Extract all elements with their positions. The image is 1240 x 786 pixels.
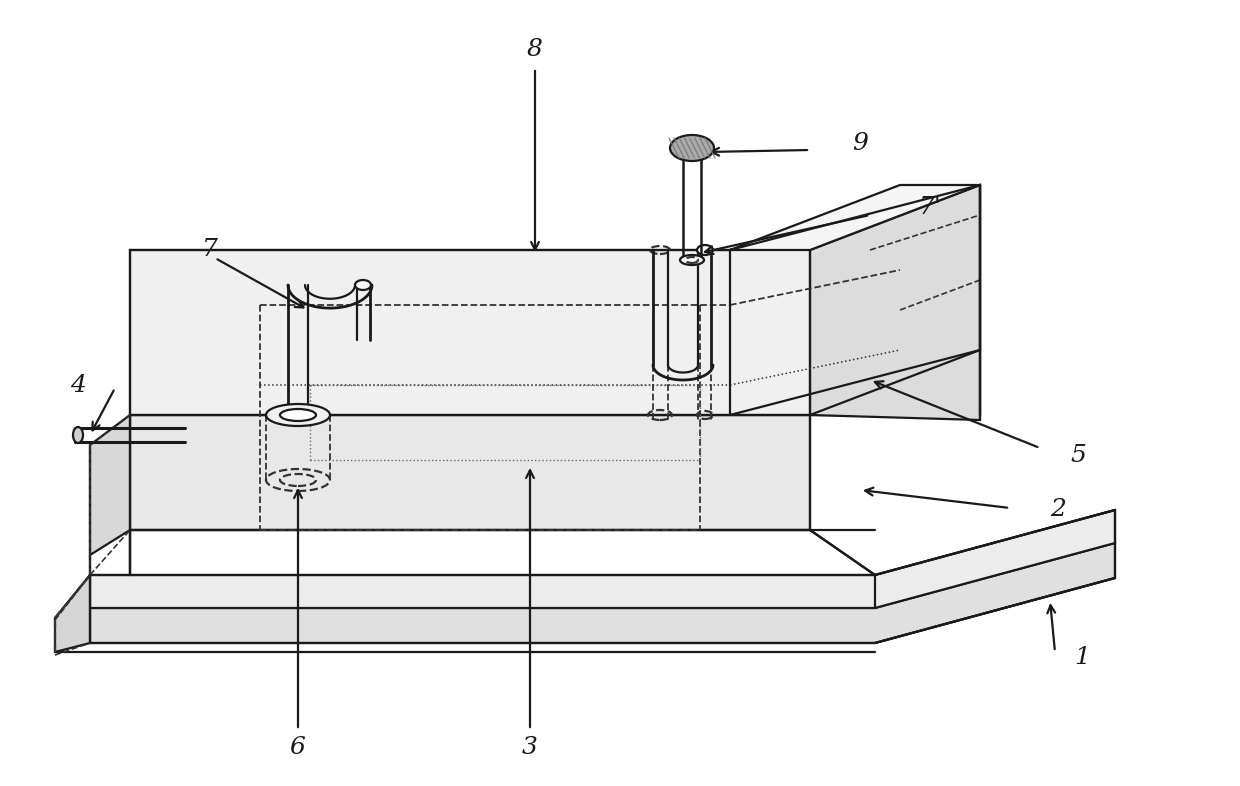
Text: 1: 1 [1074, 647, 1090, 670]
Polygon shape [91, 543, 1115, 643]
Text: 7: 7 [202, 238, 218, 262]
Ellipse shape [697, 245, 713, 255]
Text: 2: 2 [1050, 498, 1066, 521]
Polygon shape [91, 415, 130, 555]
Text: 7': 7' [919, 196, 941, 219]
Ellipse shape [686, 257, 698, 263]
Text: 8: 8 [527, 39, 543, 61]
Text: 6: 6 [289, 736, 305, 759]
Polygon shape [55, 575, 91, 652]
Ellipse shape [355, 280, 371, 290]
Ellipse shape [680, 255, 704, 265]
Ellipse shape [670, 135, 714, 161]
Ellipse shape [267, 404, 330, 426]
Ellipse shape [73, 427, 83, 443]
Text: 9: 9 [852, 131, 868, 155]
Polygon shape [130, 185, 980, 415]
Text: 5: 5 [1070, 443, 1086, 467]
Text: 3: 3 [522, 736, 538, 759]
Polygon shape [810, 185, 980, 420]
Ellipse shape [280, 409, 316, 421]
Polygon shape [91, 510, 1115, 608]
Polygon shape [130, 415, 810, 530]
Text: 4: 4 [71, 373, 86, 396]
Polygon shape [730, 185, 980, 250]
